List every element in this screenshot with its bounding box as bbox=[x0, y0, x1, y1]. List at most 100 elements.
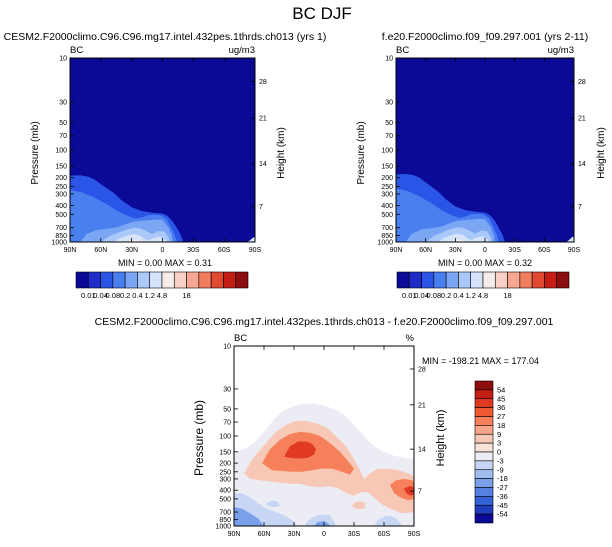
right-tick-label: 7 bbox=[259, 204, 263, 211]
colorbar-label: 0.08 bbox=[106, 291, 121, 300]
contour-fill-4 bbox=[390, 478, 414, 501]
y-tick-label: 10 bbox=[59, 56, 67, 63]
contour-fill-9 bbox=[304, 514, 336, 526]
x-tick-label: 60N bbox=[419, 247, 432, 254]
x-tick-label: 30S bbox=[187, 247, 200, 254]
colorbar-swatch bbox=[173, 271, 187, 289]
contour-fill-6 bbox=[566, 236, 574, 242]
y-tick-label: 10 bbox=[385, 56, 393, 63]
x-tick-label: 0 bbox=[322, 531, 326, 538]
panel-diff-stats: MIN = -198.21 MAX = 177.04 bbox=[422, 356, 539, 366]
x-tick-label: 30N bbox=[125, 247, 138, 254]
contour-fill-4 bbox=[437, 233, 489, 242]
colorbar-swatch bbox=[531, 271, 545, 289]
colorbar-swatch bbox=[87, 271, 101, 289]
panel-left-unit-label: ug/m3 bbox=[229, 45, 255, 56]
panel-left: CESM2.F2000climo.C96.C96.mg17.intel.432p… bbox=[4, 31, 327, 268]
y-tick-label: 700 bbox=[55, 225, 67, 232]
y-tick-label: 200 bbox=[381, 175, 393, 182]
colorbar-label: 0.04 bbox=[414, 291, 429, 300]
colorbar-diff-label: -3 bbox=[497, 456, 504, 465]
colorbar-diff-swatch bbox=[474, 433, 494, 444]
colorbar-label: 0.04 bbox=[93, 291, 108, 300]
x-tick-label: 60S bbox=[218, 247, 231, 254]
colorbar-label: 18 bbox=[182, 291, 190, 300]
colorbar-diff-swatch bbox=[474, 407, 494, 417]
x-tick-label: 30S bbox=[348, 531, 361, 538]
y-tick-label: 200 bbox=[55, 175, 67, 182]
y-tick-label: 850 bbox=[219, 517, 231, 524]
x-tick-label: 90S bbox=[408, 531, 421, 538]
panel-left-ylabel-right: Height (km) bbox=[276, 127, 287, 179]
colorbar-diff-label: -36 bbox=[497, 492, 508, 501]
x-tick-label: 90N bbox=[228, 531, 241, 538]
colorbar-label: 0.4 bbox=[132, 291, 142, 300]
y-tick-label: 1000 bbox=[377, 240, 393, 247]
y-tick-label: 10 bbox=[223, 344, 231, 351]
colorbar-swatch bbox=[507, 271, 521, 289]
y-tick-label: 150 bbox=[219, 449, 231, 456]
colorbar-diff-label: 3 bbox=[497, 439, 501, 448]
y-tick-label: 100 bbox=[219, 434, 231, 441]
colorbar-diff-swatch bbox=[474, 478, 494, 488]
panel-left-stats: MIN = 0.00 MAX = 0.31 bbox=[118, 258, 212, 268]
y-tick-label: 50 bbox=[59, 120, 67, 127]
y-tick-label: 150 bbox=[55, 164, 67, 171]
x-tick-label: 30N bbox=[288, 531, 301, 538]
colorbar-swatch bbox=[112, 271, 126, 289]
colorbar-diff-swatch bbox=[474, 496, 494, 506]
y-tick-label: 30 bbox=[59, 99, 67, 106]
panel-right-corner-label: BC bbox=[396, 45, 409, 56]
y-tick-label: 150 bbox=[381, 164, 393, 171]
panel-left-corner-label: BC bbox=[70, 45, 83, 56]
colorbar-label: 0.2 bbox=[120, 291, 130, 300]
colorbar-label: 18 bbox=[503, 291, 511, 300]
contour-fill-5 bbox=[451, 239, 466, 242]
x-tick-label: 90N bbox=[390, 247, 403, 254]
x-tick-label: 30N bbox=[449, 247, 462, 254]
panel-diff-plot: 90N 60N 30N 0 30S 60S 90S 10 30 50 70 100 150 2002503… bbox=[215, 344, 425, 539]
y-tick-label: 50 bbox=[223, 406, 231, 413]
y-tick-label: 700 bbox=[219, 510, 231, 517]
colorbar-swatch bbox=[210, 271, 224, 289]
page-title: BC DJF bbox=[292, 4, 352, 23]
right-tick-label: 21 bbox=[259, 116, 267, 123]
colorbar-label: 0.2 bbox=[441, 291, 451, 300]
y-tick-label: 250 bbox=[219, 469, 231, 476]
y-tick-label: 1000 bbox=[215, 524, 231, 531]
right-tick-label: 14 bbox=[418, 447, 426, 454]
y-tick-label: 500 bbox=[219, 496, 231, 503]
contour-fill-4 bbox=[113, 234, 167, 242]
colorbar-swatch bbox=[544, 271, 558, 289]
panel-diff-corner-label: BC bbox=[234, 333, 247, 344]
colorbar-diff-label: 9 bbox=[497, 430, 501, 439]
contour-fill-12 bbox=[266, 500, 280, 508]
y-tick-label: 250 bbox=[55, 184, 67, 191]
colorbar-label: 0.01 bbox=[402, 291, 417, 300]
colorbar-swatch bbox=[519, 271, 533, 289]
colorbar-diff-swatch bbox=[474, 398, 494, 408]
colorbar-swatch bbox=[223, 271, 237, 289]
contour-fill-10 bbox=[314, 521, 330, 526]
y-tick-label: 70 bbox=[385, 133, 393, 140]
y-tick-label: 70 bbox=[59, 133, 67, 140]
colorbar-swatch bbox=[556, 271, 570, 289]
colorbar-diff-swatch bbox=[474, 513, 494, 524]
right-tick-label: 14 bbox=[259, 161, 267, 168]
colorbar-left: 0.010.040.08 0.2 0.4 1.2 4.8 18 bbox=[75, 271, 249, 300]
y-tick-label: 30 bbox=[385, 99, 393, 106]
colorbar-swatch bbox=[100, 271, 114, 289]
y-tick-label: 400 bbox=[381, 203, 393, 210]
y-tick-label: 70 bbox=[223, 420, 231, 427]
panel-right-plot: 90N 60N 30N 0 30S 60S 90S 10 30 50 70 100 150 200 2503… bbox=[377, 56, 585, 255]
x-tick-label: 60N bbox=[258, 531, 271, 538]
y-tick-label: 850 bbox=[55, 233, 67, 240]
panel-diff-unit-label: % bbox=[406, 333, 415, 344]
colorbar-diff-label: -45 bbox=[497, 501, 508, 510]
colorbar-swatch bbox=[482, 271, 496, 289]
y-tick-label: 300 bbox=[381, 191, 393, 198]
panel-right-ylabel: Pressure (mb) bbox=[356, 121, 367, 184]
x-tick-label: 90S bbox=[568, 247, 581, 254]
colorbar-diff-swatch bbox=[474, 504, 494, 515]
